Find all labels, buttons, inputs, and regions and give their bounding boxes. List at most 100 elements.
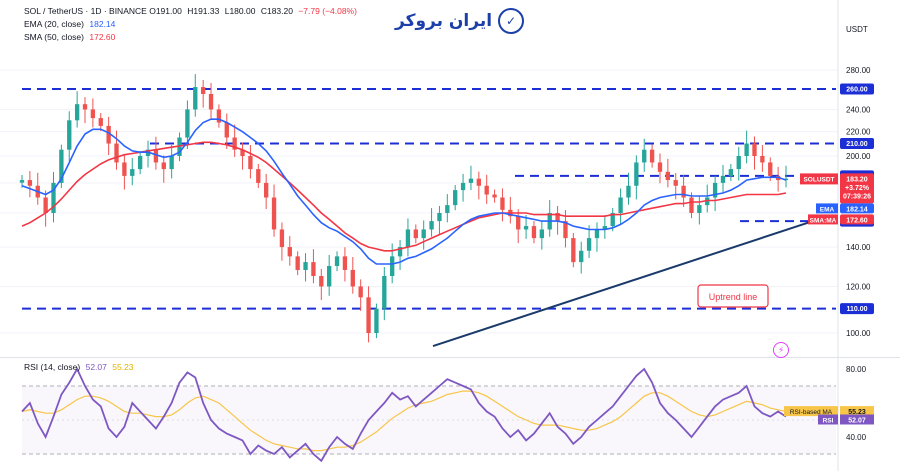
trend-check-icon: ✓ bbox=[498, 8, 525, 34]
candle-body bbox=[429, 221, 434, 230]
price-badge-text: +3.72% bbox=[845, 185, 870, 192]
rsi-badge-box bbox=[840, 414, 874, 425]
candle-body bbox=[523, 226, 529, 230]
rsi-pane: 40.00 80.00 RSI-based MA 55.23 RSI 52.07 bbox=[21, 365, 874, 463]
ohlc-open: O191.00 bbox=[149, 6, 182, 16]
candle-body bbox=[90, 109, 96, 119]
rsi-name-tag bbox=[818, 414, 838, 425]
rsi-badge-text: 52.07 bbox=[848, 417, 866, 424]
rsi-legend-label: RSI (14, close) bbox=[24, 362, 81, 372]
candle-body bbox=[216, 109, 222, 123]
level-badge-box bbox=[840, 303, 874, 315]
candle-body bbox=[358, 286, 363, 298]
candle-body bbox=[311, 262, 316, 277]
candle-body bbox=[59, 149, 64, 183]
candle-body bbox=[681, 185, 686, 198]
rsi-ma-name-text: RSI-based MA bbox=[790, 409, 833, 416]
candle-body bbox=[705, 197, 710, 206]
candle-body bbox=[689, 197, 694, 213]
candle-body bbox=[531, 226, 537, 239]
candle-body bbox=[579, 250, 584, 263]
candle-body bbox=[634, 162, 639, 186]
price-name-text: SOLUSDT bbox=[803, 176, 834, 183]
candle-body bbox=[256, 169, 261, 183]
candle-body bbox=[571, 238, 576, 263]
candle-body bbox=[602, 226, 608, 230]
rsi-legend[interactable]: RSI (14, close) 52.07 55.23 bbox=[24, 362, 134, 372]
sma-badge-text: 172.60 bbox=[846, 217, 868, 224]
candle-body bbox=[413, 229, 418, 239]
level-badge-box bbox=[840, 83, 874, 95]
candle-body bbox=[74, 104, 80, 121]
candle-body bbox=[27, 180, 33, 186]
candle-body bbox=[594, 229, 600, 239]
candle-body bbox=[19, 180, 25, 183]
y-tick-label: 240.00 bbox=[846, 105, 871, 114]
candle-body bbox=[51, 182, 56, 213]
uptrend-line bbox=[432, 220, 814, 348]
rsi-ma-badge-box bbox=[840, 406, 874, 417]
candle-body bbox=[271, 197, 277, 230]
ema-name-tag bbox=[816, 203, 838, 214]
candle-body bbox=[169, 155, 174, 170]
candle-body bbox=[342, 256, 348, 270]
ohlc-low: L180.00 bbox=[224, 6, 256, 16]
candle-body bbox=[460, 182, 466, 191]
candle-body bbox=[287, 247, 292, 257]
y-tick-label: 140.00 bbox=[846, 243, 871, 252]
candle-body bbox=[405, 229, 411, 248]
candle-body bbox=[492, 194, 497, 198]
sma-badge-box bbox=[840, 214, 874, 225]
price-badge-text: 07:39:26 bbox=[843, 193, 871, 200]
horizontal-levels bbox=[22, 88, 836, 310]
candle-body bbox=[563, 221, 568, 239]
candle-body bbox=[232, 137, 237, 150]
candle-body bbox=[130, 169, 135, 176]
candle-body bbox=[43, 197, 48, 213]
candle-body bbox=[657, 162, 663, 172]
candle-body bbox=[437, 212, 442, 222]
candle-body bbox=[153, 149, 159, 163]
candle-body bbox=[390, 256, 395, 277]
candle-body bbox=[720, 175, 726, 183]
candle-body bbox=[295, 256, 300, 270]
candle-body bbox=[673, 180, 678, 186]
trendline-label: Uptrend line bbox=[709, 292, 758, 302]
ema-legend-value: 182.14 bbox=[89, 19, 116, 29]
candle-body bbox=[712, 182, 718, 198]
candle-body bbox=[421, 229, 426, 239]
sma-legend[interactable]: SMA (50, close) 172.60 bbox=[24, 32, 115, 42]
y-tick-label: 220.00 bbox=[846, 128, 871, 137]
candle-body bbox=[665, 171, 671, 181]
candle-body bbox=[319, 276, 324, 287]
rsi-name-text: RSI bbox=[823, 417, 834, 424]
price-axis: USDT100.00120.00140.00180.00200.00220.00… bbox=[837, 0, 871, 471]
ema-badge-text: 182.14 bbox=[846, 206, 868, 213]
candle-body bbox=[768, 162, 773, 176]
callout-box bbox=[697, 284, 769, 308]
ema-legend[interactable]: EMA (20, close) 182.14 bbox=[24, 19, 115, 29]
level-badge-text: 210.00 bbox=[846, 141, 868, 148]
currency-label: USDT bbox=[846, 25, 868, 34]
brand-watermark: ✓ ایران بروکر bbox=[395, 8, 525, 34]
y-tick-label: 100.00 bbox=[846, 329, 871, 338]
ema-legend-label: EMA (20, close) bbox=[24, 19, 84, 29]
candle-body bbox=[106, 125, 111, 144]
rsi-tick-label: 80.00 bbox=[846, 365, 867, 374]
sma-legend-label: SMA (50, close) bbox=[24, 32, 84, 42]
pane-separator[interactable] bbox=[0, 357, 900, 358]
candle-body bbox=[114, 143, 119, 163]
candle-body bbox=[374, 308, 379, 333]
candle-body bbox=[303, 262, 308, 270]
candle-body bbox=[382, 276, 387, 309]
candle-body bbox=[327, 266, 332, 287]
lightning-icon[interactable]: ⚡ bbox=[773, 342, 789, 358]
ema-line bbox=[21, 118, 787, 265]
candle-body bbox=[610, 212, 615, 227]
sma-name-tag bbox=[808, 214, 838, 225]
candle-body bbox=[642, 149, 647, 163]
ema-badge-box bbox=[840, 203, 874, 214]
y-tick-label: 200.00 bbox=[846, 152, 871, 161]
candle-body bbox=[208, 93, 214, 110]
candle-body bbox=[697, 205, 702, 213]
